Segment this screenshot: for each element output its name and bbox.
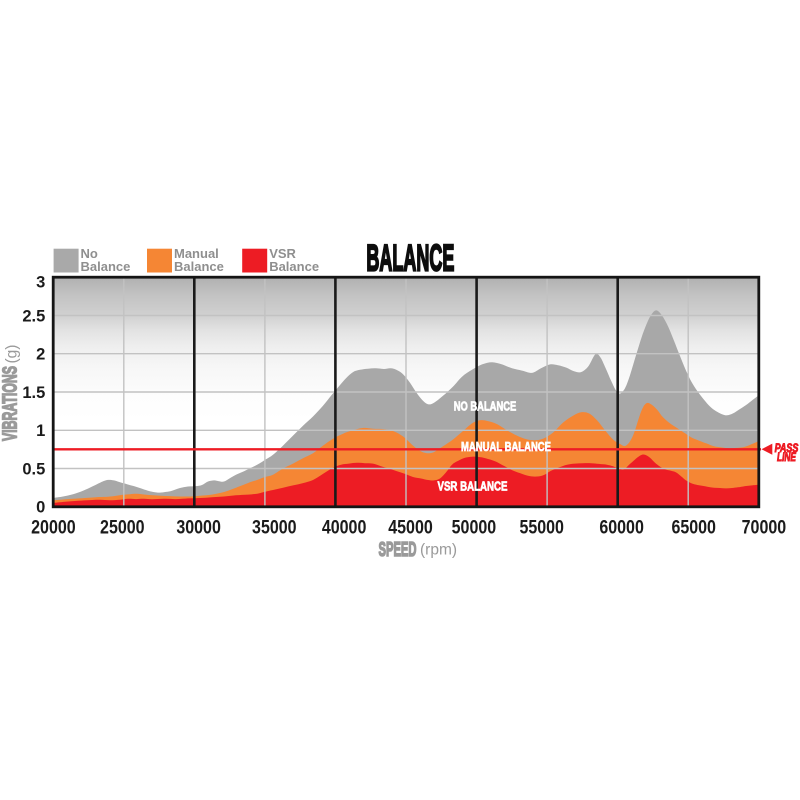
svg-text:1.5: 1.5 xyxy=(22,384,45,402)
svg-text:60000: 60000 xyxy=(599,518,644,539)
svg-text:25000: 25000 xyxy=(100,518,145,539)
svg-text:No: No xyxy=(81,246,98,261)
svg-text:Manual: Manual xyxy=(174,246,219,261)
svg-text:40000: 40000 xyxy=(322,518,367,539)
svg-text:0: 0 xyxy=(36,499,45,517)
svg-text:(rpm): (rpm) xyxy=(420,542,457,559)
svg-text:65000: 65000 xyxy=(671,518,716,539)
svg-text:VSR: VSR xyxy=(269,246,296,261)
svg-text:Balance: Balance xyxy=(174,259,224,274)
svg-text:20000: 20000 xyxy=(31,518,76,539)
svg-text:1: 1 xyxy=(36,422,45,440)
svg-text:45000: 45000 xyxy=(388,518,433,539)
svg-text:(g): (g) xyxy=(4,345,21,364)
svg-text:VIBRATIONS: VIBRATIONS xyxy=(0,366,22,441)
svg-text:MANUAL BALANCE: MANUAL BALANCE xyxy=(461,440,551,454)
svg-text:50000: 50000 xyxy=(452,518,497,539)
svg-text:BALANCE: BALANCE xyxy=(366,238,454,279)
svg-text:2.5: 2.5 xyxy=(22,307,45,325)
svg-text:3: 3 xyxy=(36,273,45,291)
svg-text:55000: 55000 xyxy=(519,518,564,539)
svg-text:SPEED: SPEED xyxy=(379,539,417,561)
svg-text:Balance: Balance xyxy=(269,259,319,274)
svg-text:2: 2 xyxy=(36,346,45,364)
svg-text:35000: 35000 xyxy=(252,518,297,539)
svg-text:Balance: Balance xyxy=(81,259,131,274)
svg-text:LINE: LINE xyxy=(777,452,796,464)
svg-text:VSR BALANCE: VSR BALANCE xyxy=(438,480,508,494)
svg-text:70000: 70000 xyxy=(742,518,787,539)
svg-text:PASS: PASS xyxy=(775,443,799,455)
svg-text:0.5: 0.5 xyxy=(22,460,45,478)
svg-text:NO BALANCE: NO BALANCE xyxy=(454,400,517,414)
svg-text:30000: 30000 xyxy=(176,518,221,539)
